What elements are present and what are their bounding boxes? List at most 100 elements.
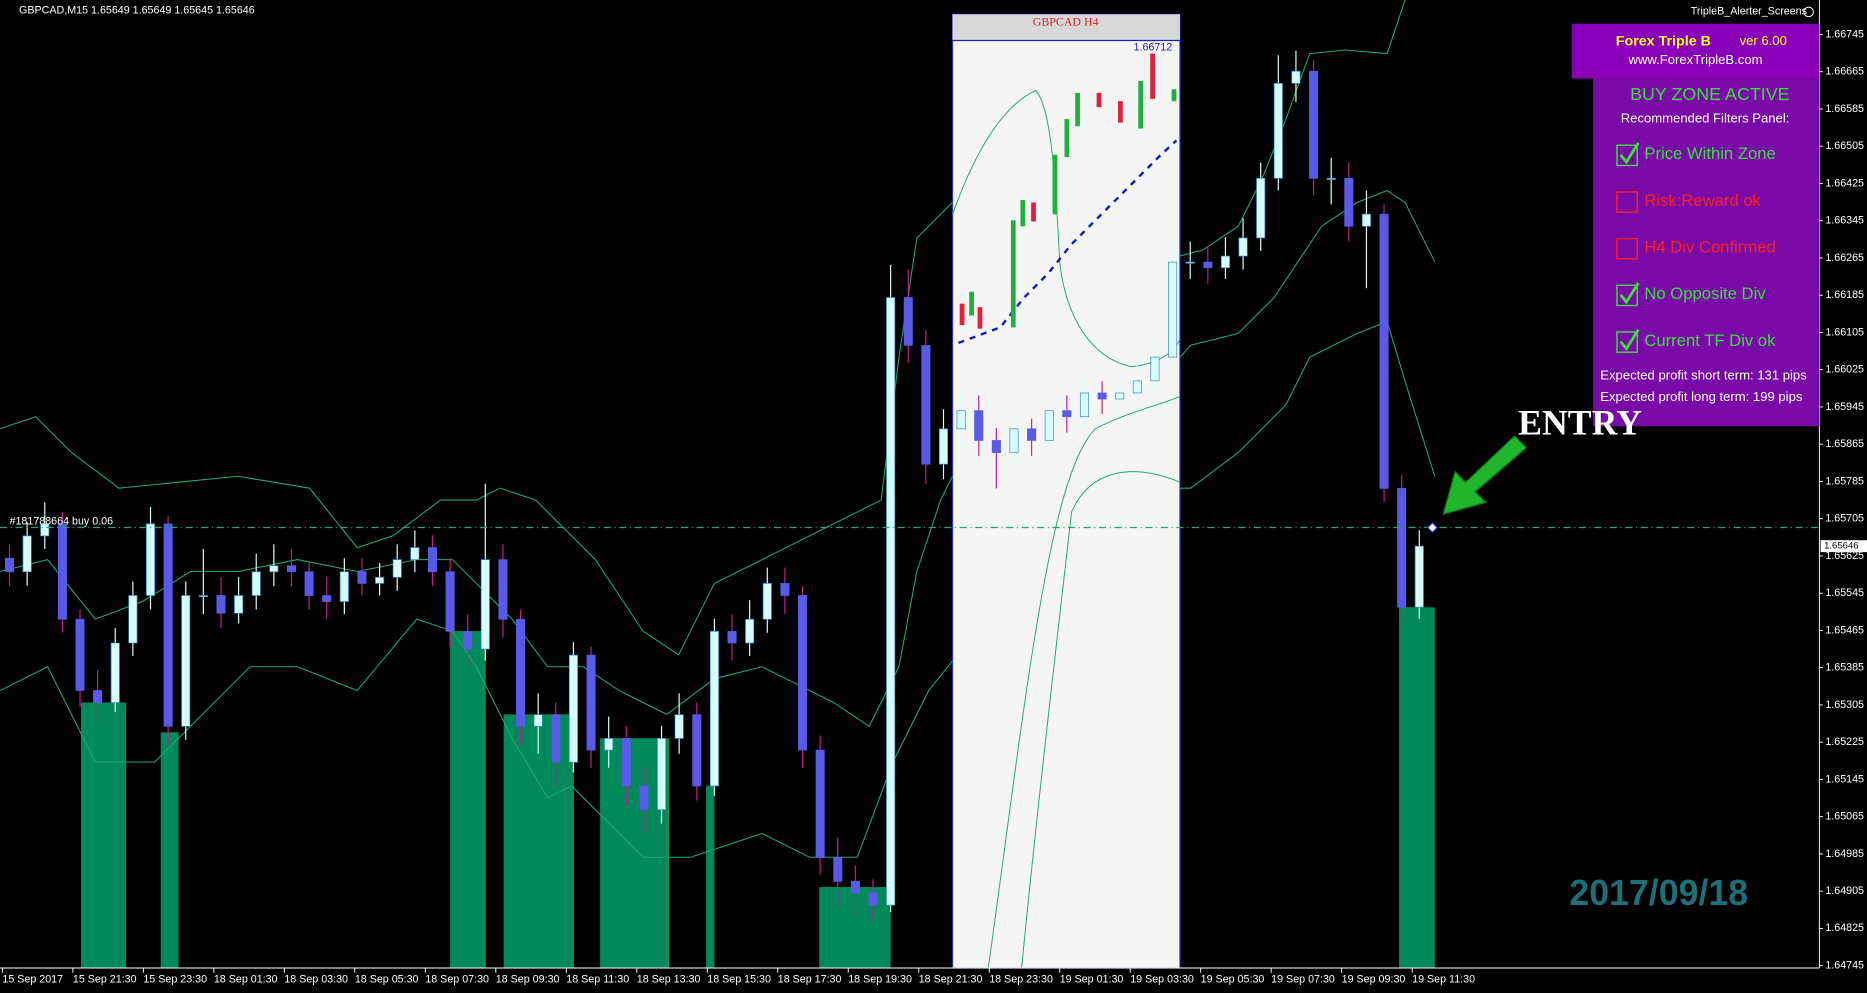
filter-check	[1619, 142, 1640, 165]
panel-header	[1571, 23, 1820, 79]
candle-body	[234, 595, 244, 614]
candle-body	[516, 618, 526, 727]
x-tick-label: 19 Sep 03:30	[1130, 974, 1194, 986]
candle-body	[286, 565, 297, 573]
candle-body	[1326, 177, 1336, 180]
order-label: #181788664 buy 0.06	[10, 515, 114, 527]
y-tick-label: 1.66185	[1825, 289, 1864, 301]
x-tick-label: 18 Sep 21:30	[919, 974, 983, 986]
candle-body	[480, 559, 490, 650]
candle-body	[762, 583, 772, 620]
candle-body	[780, 583, 790, 596]
panel-status: BUY ZONE ACTIVE	[1630, 84, 1790, 104]
candle-body	[568, 654, 578, 763]
candle-body	[1168, 261, 1178, 358]
candle-body	[1238, 237, 1248, 257]
candle-body	[921, 345, 931, 465]
panel-site: www.ForexTripleB.com	[1628, 52, 1763, 67]
entry-marker	[1426, 521, 1439, 534]
candles	[5, 50, 1424, 922]
candle-body	[974, 410, 984, 441]
panel-note: Expected profit short term: 131 pips	[1600, 368, 1807, 383]
filter-check	[1619, 328, 1640, 352]
x-tick-label: 18 Sep 01:30	[214, 974, 278, 986]
candle-body	[427, 547, 437, 573]
candle-body	[110, 642, 120, 703]
candle-body	[938, 428, 949, 465]
candle-body	[674, 714, 684, 739]
x-tick-label: 18 Sep 15:30	[707, 974, 771, 986]
x-tick-label: 18 Sep 05:30	[355, 974, 419, 986]
candle-body	[57, 523, 67, 620]
y-tick-label: 1.65305	[1825, 699, 1864, 711]
candle-body	[1203, 261, 1213, 269]
panel-brand: Forex Triple B	[1616, 33, 1711, 49]
y-tick-label: 1.66025	[1825, 364, 1864, 376]
x-tick-label: 18 Sep 23:30	[989, 974, 1053, 986]
x-tick-label: 18 Sep 13:30	[637, 974, 701, 986]
candle-body	[1397, 488, 1407, 608]
x-tick-label: 15 Sep 2017	[2, 974, 63, 986]
window-label: TripleB_Alerter_Screens	[1691, 6, 1807, 18]
candle-body	[903, 297, 913, 346]
last-price-tag	[1820, 540, 1867, 553]
candle-body	[797, 595, 808, 751]
y-tick-label: 1.66425	[1825, 177, 1864, 189]
inset-header	[952, 14, 1180, 41]
candle-body	[1044, 410, 1054, 441]
candle-body	[181, 595, 191, 727]
y-tick-label: 1.65065	[1825, 811, 1864, 823]
candle-body	[604, 738, 614, 751]
candle-body	[216, 595, 226, 614]
candle-body	[533, 714, 543, 727]
candle-body	[1132, 380, 1142, 394]
x-tick-label: 18 Sep 07:30	[425, 974, 489, 986]
y-tick-label: 1.65465	[1825, 624, 1864, 636]
candle-body	[991, 440, 1001, 453]
panel-note: Expected profit long term: 199 pips	[1600, 389, 1803, 404]
x-tick-label: 19 Sep 07:30	[1271, 974, 1335, 986]
candle-body	[251, 571, 261, 596]
x-tick-label: 18 Sep 17:30	[778, 974, 842, 986]
candle-body	[322, 595, 332, 602]
filter-label: Risk:Reward ok	[1644, 191, 1761, 210]
x-tick-label: 15 Sep 21:30	[73, 974, 137, 986]
panel: Forex Triple B ver 6.00 www.ForexTripleB…	[1571, 23, 1820, 427]
filter-checkbox	[1616, 191, 1638, 213]
candle-body	[1185, 261, 1195, 264]
filter-checkbox	[1616, 284, 1638, 307]
y-tick-label: 1.66665	[1825, 66, 1864, 78]
y-tick-label: 1.64905	[1825, 885, 1864, 897]
y-tick-label: 1.65785	[1825, 475, 1864, 487]
candle-body	[833, 857, 843, 882]
candle-body	[621, 738, 631, 787]
candle-body	[1220, 255, 1230, 269]
y-tick-label: 1.65145	[1825, 773, 1864, 785]
y-tick-label: 1.65545	[1825, 587, 1864, 599]
x-tick-label: 18 Sep 03:30	[284, 974, 348, 986]
filter-check	[1619, 282, 1640, 305]
candle-body	[886, 297, 896, 906]
candle-body	[1344, 177, 1354, 227]
x-tick-label: 19 Sep 05:30	[1201, 974, 1265, 986]
y-tick-label: 1.64745	[1825, 959, 1864, 971]
entry-arrow	[1442, 434, 1528, 516]
filter-label: H4 Div Confirmed	[1644, 238, 1775, 257]
inset-title: GBPCAD H4	[1033, 14, 1099, 28]
panel-subtitle: Recommended Filters Panel:	[1621, 111, 1790, 126]
candle-body	[692, 714, 702, 787]
y-tick-label: 1.64825	[1825, 922, 1864, 934]
inset-candles	[959, 53, 1177, 329]
x-tick-label: 18 Sep 11:30	[566, 974, 629, 986]
x-tick-label: 18 Sep 09:30	[496, 974, 560, 986]
candle-body	[1361, 213, 1371, 227]
inset-bands	[952, 89, 1181, 969]
filter-list: Price Within Zone Risk:Reward ok H4 Div Co…	[1616, 142, 1776, 353]
x-tick-label: 19 Sep 11:30	[1412, 974, 1475, 986]
inset-chart	[951, 13, 1181, 969]
candle-body	[339, 571, 349, 602]
candle-body	[1414, 545, 1424, 608]
x-tick-label: 19 Sep 09:30	[1342, 974, 1406, 986]
